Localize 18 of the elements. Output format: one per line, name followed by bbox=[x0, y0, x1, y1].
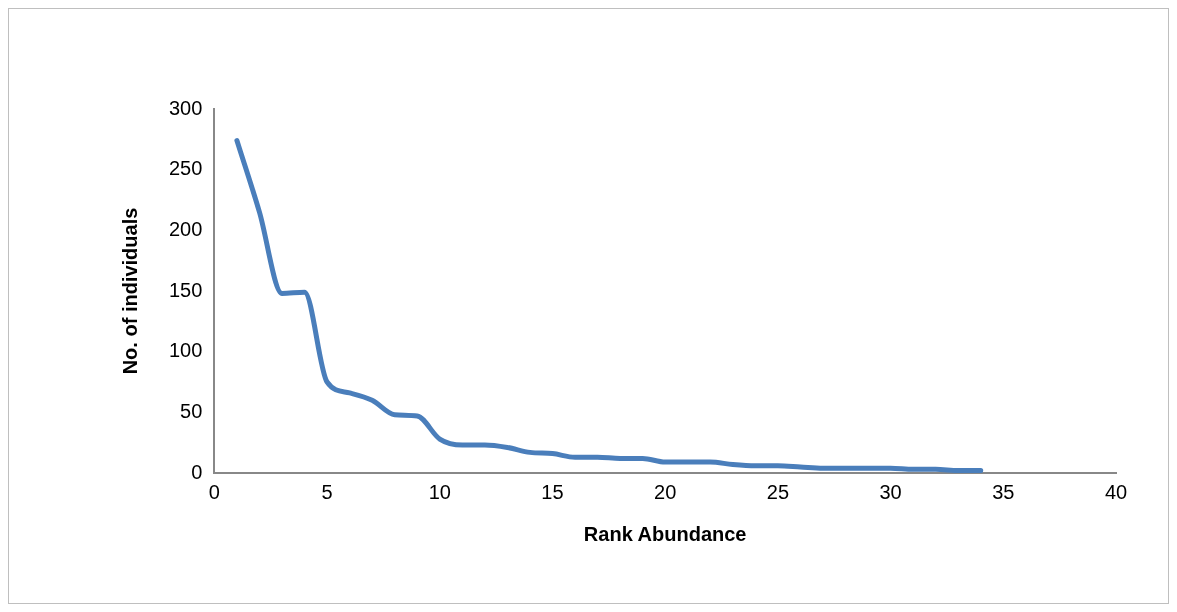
x-tick-label: 0 bbox=[208, 480, 220, 503]
x-tick-label: 5 bbox=[321, 480, 333, 503]
x-tick-label: 30 bbox=[879, 480, 902, 503]
y-tick-label: 300 bbox=[168, 96, 203, 119]
x-tick-label: 35 bbox=[992, 480, 1015, 503]
x-axis-title: Rank Abundance bbox=[583, 522, 747, 545]
y-tick-label: 0 bbox=[191, 460, 203, 483]
y-tick-label: 150 bbox=[168, 278, 203, 301]
x-tick-label: 10 bbox=[428, 480, 451, 503]
y-tick-label: 200 bbox=[168, 217, 203, 240]
x-tick-label: 20 bbox=[654, 480, 677, 503]
y-tick-label: 250 bbox=[168, 157, 203, 180]
x-tick-label: 15 bbox=[541, 480, 564, 503]
x-tick-label: 25 bbox=[766, 480, 790, 503]
y-tick-label: 100 bbox=[168, 339, 203, 362]
y-axis-title: No. of individuals bbox=[118, 207, 141, 375]
y-tick-label: 50 bbox=[180, 399, 203, 422]
x-tick-label: 40 bbox=[1104, 480, 1128, 503]
